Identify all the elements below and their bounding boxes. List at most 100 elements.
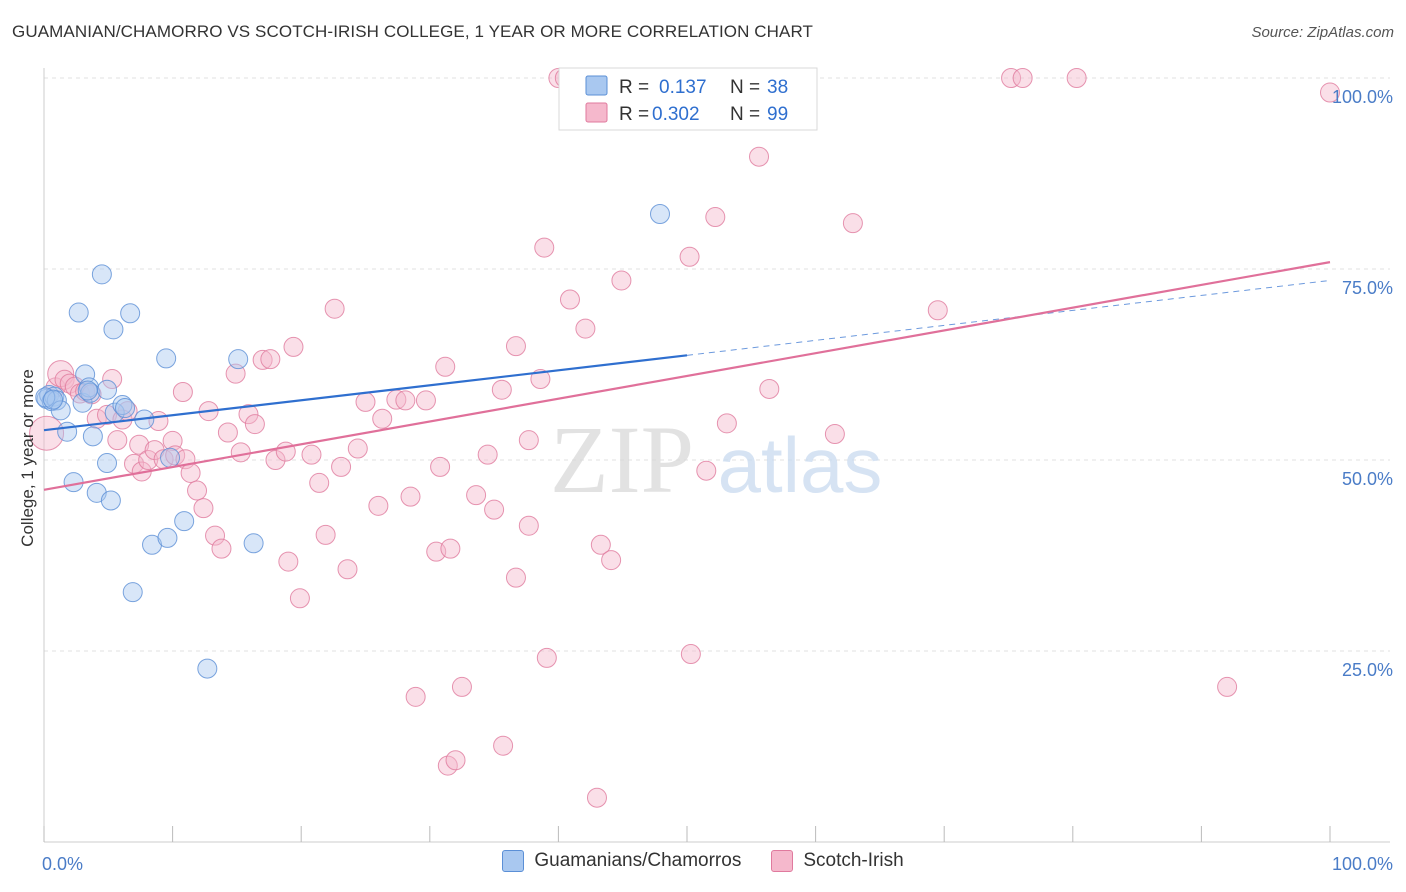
- scotch-irish-point-52: [368, 495, 389, 516]
- scotch-irish-point-11: [102, 369, 123, 390]
- guamanians-point-33: [243, 533, 264, 554]
- scotch-irish-point-44: [301, 444, 322, 465]
- y-axis-title: College, 1 year or more: [18, 369, 37, 547]
- scotch-irish-point-67: [477, 444, 498, 465]
- watermark: ZIP atlas: [550, 406, 882, 513]
- guamanians-point-0: [36, 388, 57, 409]
- scotch-irish-point-97: [1012, 68, 1033, 88]
- scotch-irish-point-33: [225, 363, 246, 384]
- legend-label-guamanians: Guamanians/Chamorros: [534, 850, 742, 871]
- legend-item-scotch-irish[interactable]: Scotch-Irish: [771, 850, 904, 872]
- scotch-irish-point-45: [309, 472, 330, 493]
- scotch-irish-point-74: [518, 430, 539, 451]
- scotch-irish-point-39: [265, 450, 286, 470]
- guamanians-point-5: [50, 400, 71, 421]
- guamanians-point-7: [63, 472, 84, 493]
- scotch-irish-point-80: [559, 289, 580, 310]
- scotch-irish-point-98: [1066, 68, 1087, 88]
- scotch-irish-point-28: [193, 498, 214, 519]
- scotch-irish-trend-line: [43, 261, 1331, 491]
- series-scotch-irish: [29, 68, 1340, 808]
- guamanians-point-37: [77, 380, 98, 401]
- scotch-irish-point-0: [29, 415, 65, 451]
- legend-r-value-2: 0.302: [652, 104, 700, 125]
- scotch-irish-point-22: [162, 430, 183, 451]
- y-tick-label-3: 100.0%: [1332, 87, 1393, 107]
- grid-lines: [44, 77, 1390, 652]
- scotch-irish-point-47: [324, 298, 345, 319]
- scotch-irish-point-50: [347, 438, 368, 459]
- scotch-irish-point-23: [165, 445, 186, 466]
- scotch-irish-point-76: [534, 237, 555, 258]
- scotch-irish-point-58: [415, 390, 436, 411]
- scotch-irish-point-12: [107, 430, 128, 451]
- watermark-atlas: atlas: [718, 421, 883, 509]
- legend-r-value-1: 0.137: [659, 77, 707, 98]
- guamanians-point-35: [35, 387, 56, 408]
- scotch-irish-point-65: [451, 676, 472, 697]
- x-tick-label-max: 100.0%: [1332, 854, 1393, 874]
- scotch-irish-point-68: [484, 499, 505, 520]
- scotch-irish-point-34: [230, 442, 251, 463]
- legend-swatch-pink: [585, 102, 608, 123]
- guamanians-point-8: [68, 302, 89, 323]
- scotch-irish-point-26: [180, 462, 201, 483]
- guamanians-point-12: [80, 382, 101, 403]
- scotch-irish-point-42: [283, 336, 304, 357]
- guamanians-point-18: [100, 490, 121, 511]
- guamanians-point-32: [228, 349, 249, 370]
- scotch-irish-point-60: [430, 456, 451, 477]
- guamanians-point-29: [160, 447, 181, 468]
- guamanians-point-23: [120, 303, 141, 324]
- series-guamanians-chamorros: [35, 203, 670, 679]
- legend-bottom: Guamanians/Chamorros Scotch-Irish: [0, 850, 1406, 872]
- scotch-irish-point-88: [696, 460, 717, 481]
- guamanians-point-19: [103, 319, 124, 340]
- guamanians-trend-line: [43, 354, 688, 432]
- scotch-irish-point-75: [530, 369, 551, 390]
- scotch-irish-point-81: [575, 318, 596, 339]
- scotch-irish-point-84: [601, 550, 622, 571]
- scotch-irish-point-10: [97, 404, 118, 425]
- scotch-irish-point-38: [260, 349, 281, 370]
- scotch-irish-point-96: [1001, 68, 1022, 88]
- legend-n-label-2: N =: [730, 104, 765, 125]
- legend-n-value-1: 38: [767, 77, 788, 98]
- legend-n-value-2: 99: [767, 104, 788, 125]
- guamanians-point-22: [115, 398, 136, 419]
- legend-item-guamanians[interactable]: Guamanians/Chamorros: [502, 850, 741, 872]
- scotch-irish-point-16: [129, 434, 150, 455]
- axes: [43, 68, 1390, 843]
- y-tick-label-2: 75.0%: [1342, 278, 1393, 298]
- scotch-irish-point-18: [138, 450, 159, 470]
- y-tick-labels: 25.0% 50.0% 75.0% 100.0%: [1332, 87, 1393, 680]
- scotch-irish-point-55: [395, 390, 416, 411]
- scotch-irish-point-63: [445, 750, 466, 771]
- scotch-irish-point-35: [238, 404, 259, 425]
- guamanians-point-16: [97, 379, 118, 400]
- scotch-irish-point-51: [355, 391, 376, 412]
- legend-r-label-2: R =: [619, 104, 654, 125]
- scotch-irish-point-89: [705, 207, 726, 228]
- scotch-irish-point-64: [440, 538, 461, 559]
- scotch-irish-point-56: [400, 486, 421, 507]
- scotch-irish-point-94: [842, 213, 863, 234]
- legend-swatch-scotch-irish: [771, 850, 794, 872]
- scotch-irish-point-31: [211, 538, 232, 559]
- scotch-irish-point-90: [716, 413, 737, 434]
- scotch-irish-point-93: [824, 424, 845, 445]
- scotch-irish-point-99: [1217, 676, 1238, 697]
- legend-box: R = 0.137 N = 38 R = 0.302 N = 99: [558, 67, 818, 131]
- guamanians-point-13: [82, 426, 103, 447]
- guamanians-point-31: [197, 658, 218, 679]
- scotch-irish-point-30: [205, 525, 226, 546]
- scotch-irish-point-73: [518, 515, 539, 536]
- guamanians-point-28: [157, 527, 178, 548]
- scotch-irish-point-24: [172, 382, 193, 403]
- scotch-irish-point-41: [278, 551, 299, 572]
- legend-swatch-guamanians: [502, 850, 525, 872]
- scotch-irish-point-69: [491, 379, 512, 400]
- scotch-irish-point-27: [187, 480, 208, 501]
- guamanians-point-9: [72, 392, 93, 413]
